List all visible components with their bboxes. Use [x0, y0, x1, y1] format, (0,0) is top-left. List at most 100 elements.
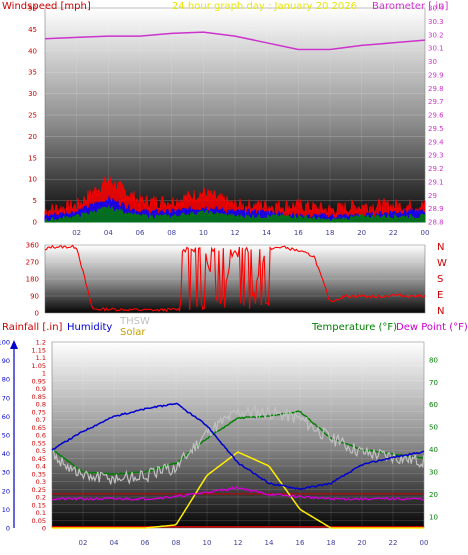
barometer-y-tick: 30.1 — [428, 45, 444, 53]
wind-direction-series — [44, 244, 426, 313]
wind-x-tick: 08 — [167, 229, 176, 237]
wind-x-axis: 02 04 06 08 10 12 14 16 18 20 22 00 — [72, 229, 429, 237]
chart-title: 24 hour graph day : January 20 2026 — [172, 1, 357, 12]
humidity-y-tick: 40 — [2, 450, 10, 458]
solar-legend-label: Solar — [120, 327, 146, 338]
rainfall-y-tick: 0.3 — [36, 478, 46, 486]
direction-label-n-top: N — [437, 242, 444, 253]
rainfall-y-tick: 0.65 — [32, 424, 46, 432]
wind-y-tick: 10 — [28, 176, 37, 184]
humidity-y-tick: 70 — [2, 394, 10, 402]
humidity-series — [51, 402, 425, 491]
temperature-plot-area — [51, 341, 425, 529]
wind-x-tick: 10 — [199, 229, 208, 237]
rainfall-axis-title: Rainfall [.in] — [2, 322, 63, 333]
rainfall-y-tick: 0.85 — [32, 393, 46, 401]
humidity-y-axis: 0 10 20 30 40 50 60 70 80 90 100 — [0, 339, 10, 533]
bottom-grid — [52, 341, 425, 529]
thsw-series — [51, 404, 425, 485]
bottom-x-tick: 12 — [234, 539, 243, 547]
humidity-y-tick: 80 — [2, 376, 10, 384]
temperature-series — [51, 410, 425, 476]
rainfall-y-tick: 0.7 — [36, 416, 46, 424]
rainfall-y-tick: 0.25 — [32, 486, 46, 494]
humidity-y-tick: 90 — [2, 357, 10, 365]
humidity-y-tick: 0 — [6, 525, 10, 533]
bottom-x-tick: 00 — [420, 539, 429, 547]
temperature-axis-title: Temperature (°F) — [311, 322, 397, 333]
temperature-y-tick: 50 — [429, 424, 438, 432]
bottom-x-tick: 04 — [110, 539, 119, 547]
rainfall-y-tick: 0.75 — [32, 408, 46, 416]
direction-series — [44, 244, 426, 313]
barometer-series — [44, 31, 426, 51]
temperature-y-tick: 20 — [429, 491, 438, 499]
wind-x-tick: 06 — [136, 229, 145, 237]
rainfall-y-tick: 0.6 — [36, 432, 46, 440]
barometer-y-tick: 30.3 — [428, 18, 444, 26]
wind-x-tick: 00 — [421, 229, 430, 237]
temperature-y-tick: 80 — [429, 356, 438, 364]
humidity-y-tick: 100 — [0, 339, 10, 347]
wind-y-tick: 40 — [28, 47, 37, 55]
rainfall-y-tick: 0.95 — [32, 377, 46, 385]
direction-y-tick: 0 — [35, 310, 39, 318]
humidity-y-tick: 50 — [2, 432, 10, 440]
bottom-x-tick: 10 — [203, 539, 212, 547]
bottom-x-tick: 18 — [327, 539, 336, 547]
barometer-y-tick: 30 — [428, 58, 437, 66]
rainfall-y-tick: 0 — [42, 525, 46, 533]
bottom-x-axis: 02 04 06 08 10 12 14 16 18 20 22 00 — [79, 539, 429, 547]
direction-y-tick: 270 — [26, 259, 39, 267]
direction-label-n-bottom: N — [437, 306, 444, 317]
wind-y-tick: 0 — [33, 219, 37, 227]
wind-y-tick: 5 — [33, 197, 37, 205]
barometer-y-tick: 30.4 — [428, 5, 444, 13]
humidity-axis-title: Humidity — [67, 322, 112, 333]
wind-series — [44, 31, 426, 224]
barometer-axis-title: Barometer [.in] — [372, 1, 448, 12]
rainfall-y-tick: 0.1 — [36, 509, 46, 517]
wind-x-tick: 02 — [72, 229, 81, 237]
temperature-humidity-panel: Rainfall [.in] Humidity THSW Solar Tempe… — [0, 316, 468, 547]
direction-compass-labels: N W S E N — [437, 242, 447, 317]
wind-x-tick: 04 — [104, 229, 113, 237]
humidity-y-tick: 30 — [2, 469, 10, 477]
dewpoint-series — [51, 485, 425, 501]
direction-label-e: E — [437, 290, 443, 301]
wind-y-axis: 0 5 10 15 20 25 30 35 40 45 50 — [28, 5, 37, 227]
rainfall-y-tick: 1.05 — [32, 362, 46, 370]
barometer-y-tick: 28.8 — [428, 219, 444, 227]
barometer-y-tick: 29.5 — [428, 125, 444, 133]
bottom-x-tick: 02 — [79, 539, 88, 547]
temperature-y-tick: 40 — [429, 446, 438, 454]
bottom-x-tick: 22 — [389, 539, 398, 547]
wind-direction-panel: 0 90 180 270 360 N W S E N — [26, 242, 447, 318]
wind-y-tick: 20 — [28, 133, 37, 141]
wind-x-tick: 18 — [326, 229, 335, 237]
bottom-x-tick: 08 — [172, 539, 181, 547]
direction-label-s: S — [437, 274, 443, 285]
barometer-y-tick: 29.4 — [428, 138, 444, 146]
barometer-y-tick: 29.8 — [428, 85, 444, 93]
direction-y-tick: 90 — [30, 293, 39, 301]
wind-gust-series — [44, 176, 426, 223]
humidity-y-tick: 10 — [2, 506, 10, 514]
bottom-series — [51, 402, 425, 529]
direction-plot-area — [44, 244, 426, 314]
temperature-y-axis: 10 20 30 40 50 60 70 80 — [429, 356, 438, 521]
humidity-axis-arrow — [10, 340, 18, 349]
direction-y-axis: 0 90 180 270 360 — [26, 242, 425, 318]
barometer-y-tick: 29.9 — [428, 71, 444, 79]
wind-x-tick: 14 — [262, 229, 271, 237]
rainfall-y-tick: 0.2 — [36, 494, 46, 502]
solar-series — [52, 451, 424, 529]
humidity-y-tick: 20 — [2, 487, 10, 495]
wind-y-tick: 25 — [28, 112, 37, 120]
barometer-y-tick: 29.2 — [428, 165, 444, 173]
temperature-y-tick: 70 — [429, 379, 438, 387]
rainfall-y-tick: 0.35 — [32, 470, 46, 478]
direction-y-tick: 360 — [26, 242, 39, 250]
